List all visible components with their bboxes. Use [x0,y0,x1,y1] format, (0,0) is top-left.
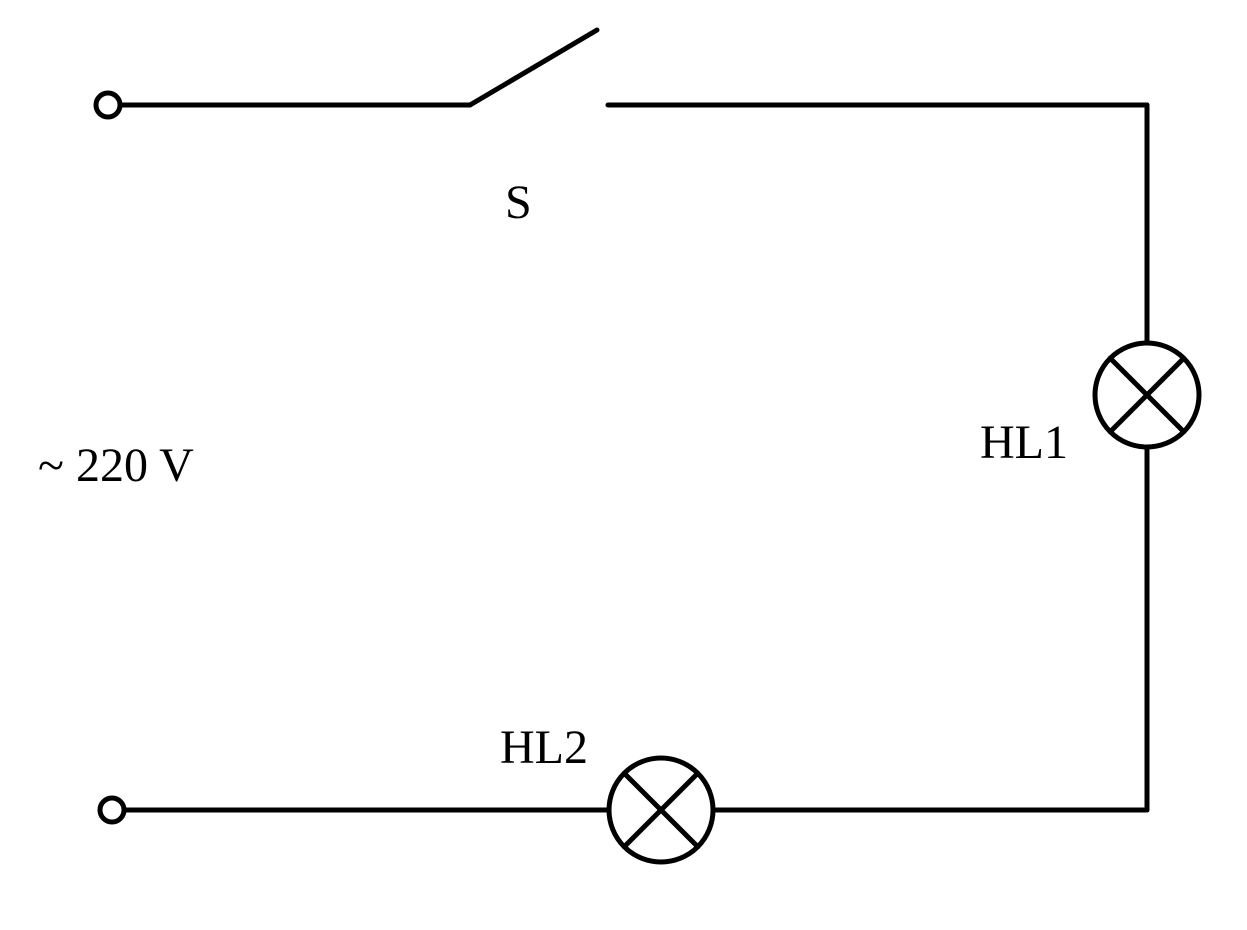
lamp2-label: HL2 [500,720,588,775]
source-voltage-label: ~ 220 V [38,438,194,493]
switch-label: S [505,175,532,230]
lamp1-label: HL1 [980,415,1068,470]
